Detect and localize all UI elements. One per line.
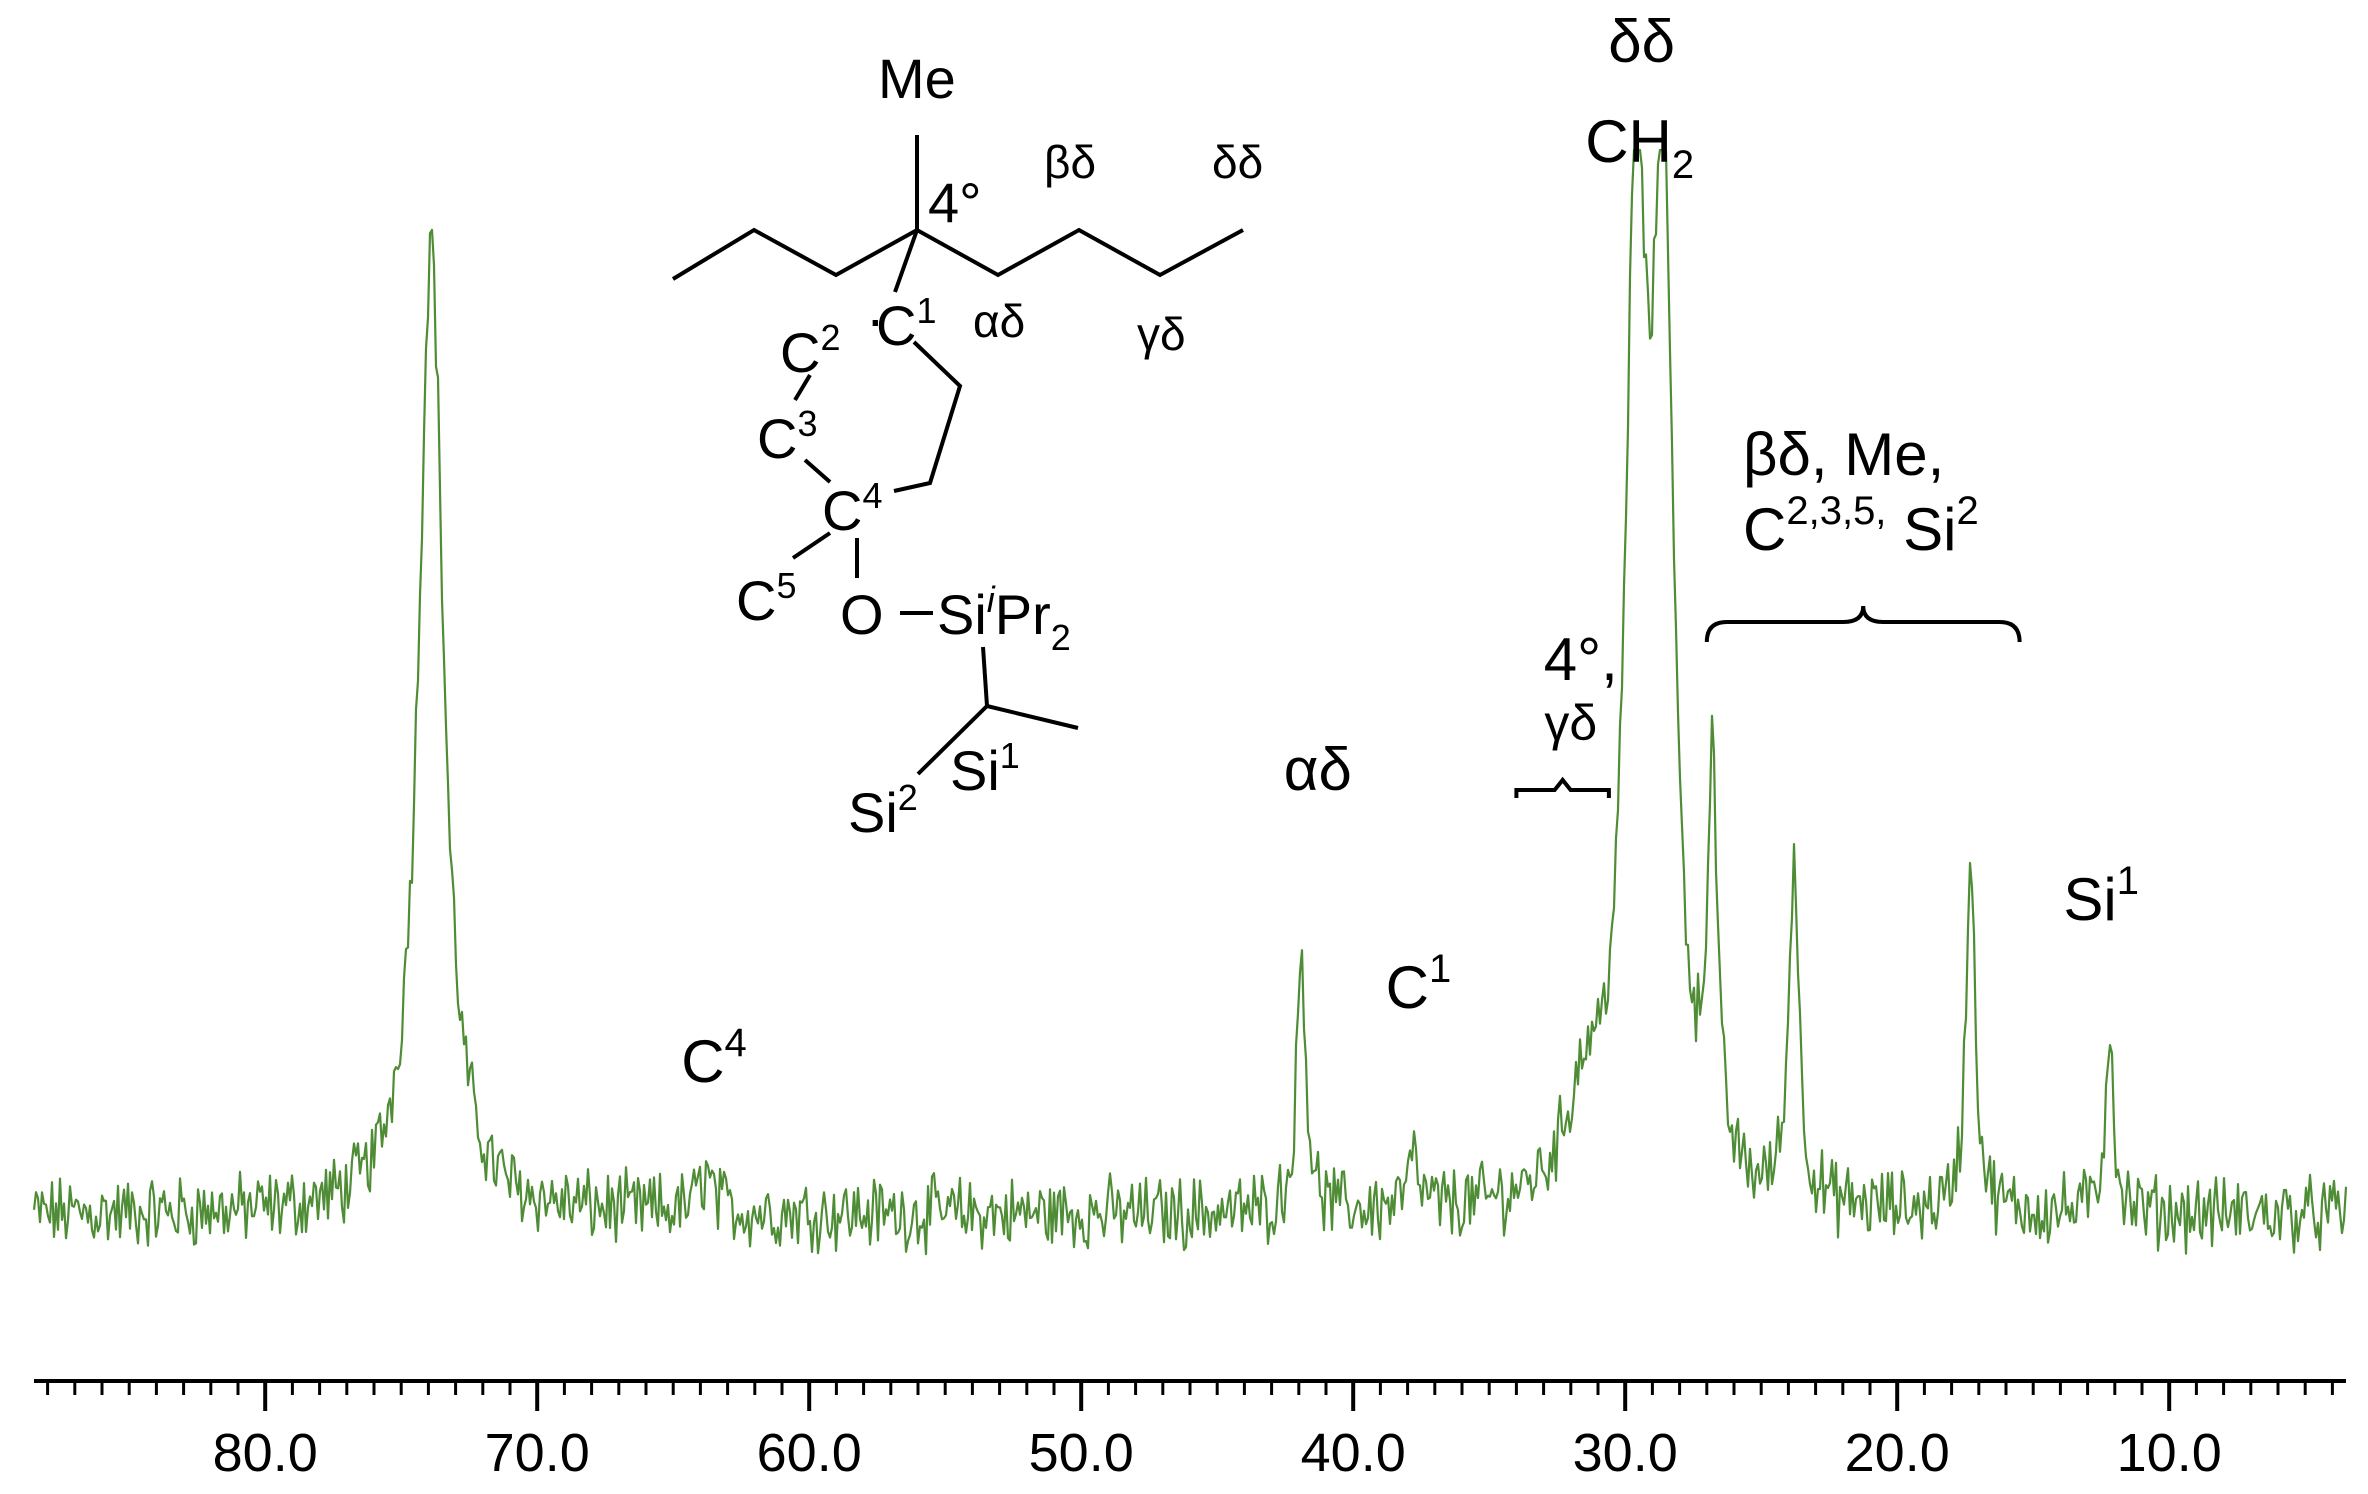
c4-c5-bond bbox=[791, 531, 832, 560]
mol-si2-label: Si2 bbox=[848, 777, 918, 844]
group-bracket bbox=[1704, 605, 2022, 643]
x-tick-label: 30.0 bbox=[1573, 1423, 1678, 1483]
molecule-structure: Me 4° βδ δδ αδ γδ C2 · C1 C3 C4 C5 O Sii… bbox=[671, 47, 1263, 844]
mol-c5-label: C5 bbox=[736, 565, 796, 632]
x-axis-tick-labels: 80.0 70.0 60.0 50.0 40.0 30.0 20.0 10.0 bbox=[213, 1423, 2222, 1483]
annotation-alpha-delta: αδ bbox=[1284, 736, 1352, 803]
mol-c2-label: C2 bbox=[780, 317, 840, 384]
mol-si-ipr2-label: SiiPr2 bbox=[937, 579, 1071, 658]
x-axis-minor-ticks bbox=[46, 1381, 2334, 1395]
ring-right-bond bbox=[893, 340, 963, 493]
annotation-c4: C4 bbox=[681, 1021, 747, 1095]
x-tick-label: 50.0 bbox=[1029, 1423, 1134, 1483]
x-tick-label: 40.0 bbox=[1301, 1423, 1406, 1483]
mol-c3-label: C3 bbox=[757, 403, 817, 470]
annotation-group-line1: βδ, Me, bbox=[1743, 421, 1944, 488]
mol-si1-label: Si1 bbox=[950, 735, 1020, 802]
ch-si-bond bbox=[916, 704, 989, 776]
x-tick-label: 10.0 bbox=[2117, 1423, 2222, 1483]
mol-dot: · bbox=[866, 287, 885, 350]
mol-gamma-delta-label: γδ bbox=[1137, 308, 1186, 360]
mol-delta-delta-label: δδ bbox=[1212, 136, 1263, 188]
annotation-gamma-delta: γδ bbox=[1544, 695, 1597, 751]
c3-c4-bond bbox=[803, 458, 832, 484]
x-tick-label: 60.0 bbox=[757, 1423, 862, 1483]
annotation-c1: C1 bbox=[1386, 947, 1452, 1021]
annotation-group-line2: C2,3,5, Si2 bbox=[1743, 489, 1979, 563]
x-tick-label: 20.0 bbox=[1845, 1423, 1950, 1483]
mol-me-label: Me bbox=[878, 47, 956, 110]
x-tick-label: 80.0 bbox=[213, 1423, 318, 1483]
mol-c1-label: C1 bbox=[876, 290, 936, 357]
si-ch-bond bbox=[981, 646, 989, 707]
mol-beta-delta-label: βδ bbox=[1044, 136, 1096, 188]
c2-c3-bond bbox=[793, 373, 812, 402]
mol-c4-label: C4 bbox=[822, 475, 882, 542]
x-tick-label: 70.0 bbox=[485, 1423, 590, 1483]
quat-to-c1-bond bbox=[893, 229, 919, 293]
main-chain-bond bbox=[671, 227, 1244, 281]
x-axis-major-ticks bbox=[263, 1381, 2172, 1411]
annotation-ch2: CH2 bbox=[1585, 108, 1694, 187]
annotation-quat: 4°, bbox=[1544, 626, 1618, 693]
spectrum-line bbox=[32, 148, 2348, 1256]
ch-methyl-bond bbox=[986, 704, 1079, 730]
annotation-si1: Si1 bbox=[2063, 859, 2139, 933]
quat-gamma-bracket bbox=[1514, 776, 1611, 798]
annotation-delta-delta: δδ bbox=[1608, 8, 1675, 75]
mol-o-label: O bbox=[840, 583, 884, 646]
mol-quat-label: 4° bbox=[928, 171, 982, 234]
mol-alpha-delta-label: αδ bbox=[973, 295, 1025, 347]
